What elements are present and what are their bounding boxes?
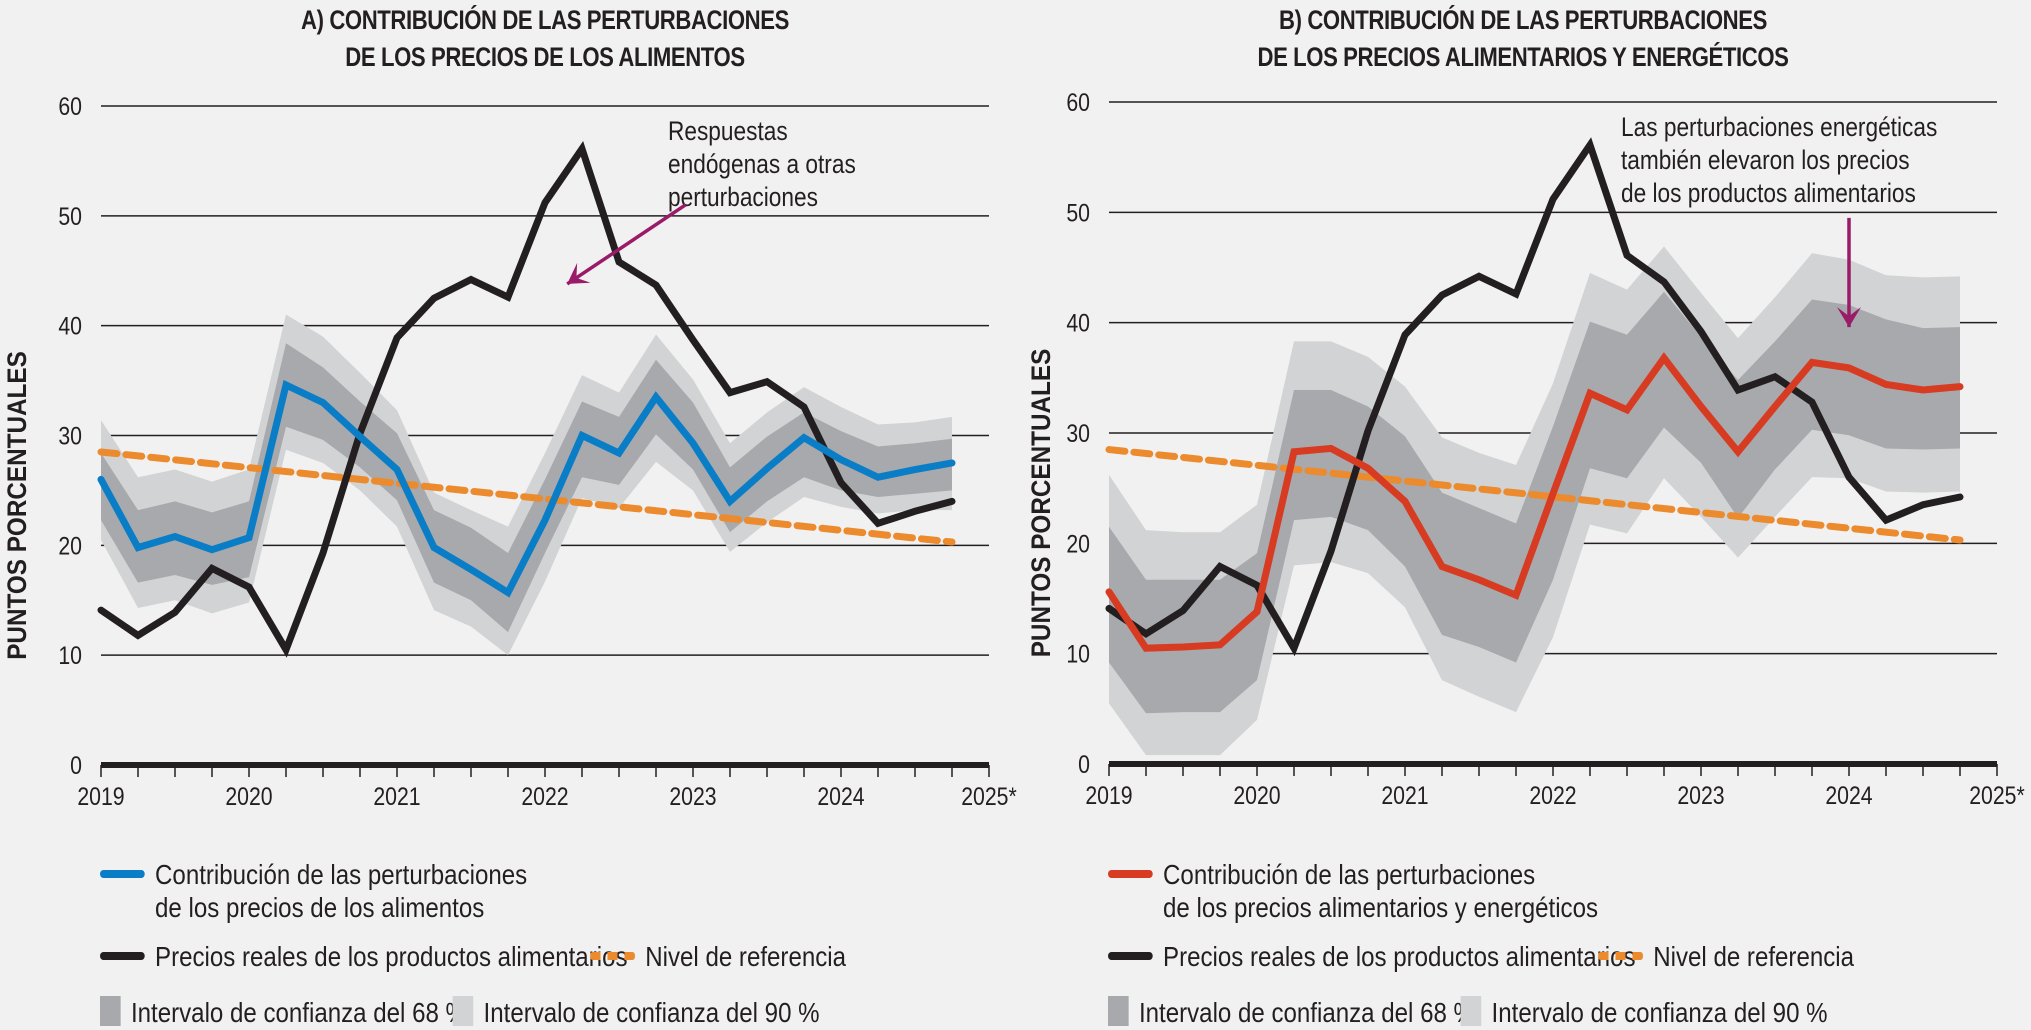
dashed-line-swatch-icon: [590, 951, 635, 960]
y-tick-label: 30: [58, 422, 82, 450]
y-tick-label: 0: [70, 751, 82, 779]
legend-label-line2: de los precios alimentarios y energético…: [1163, 892, 1599, 923]
ci68-band: [1109, 291, 1960, 714]
legend-item-reference: Nivel de referencia: [1598, 940, 1854, 973]
reference-level-line: [1105, 446, 1964, 544]
panel-b-title-line2: DE LOS PRECIOS ALIMENTARIOS Y ENERGÉTICO…: [1257, 42, 1789, 72]
red-line-swatch-icon: [1108, 869, 1153, 878]
legend-label: Precios reales de los productos alimenta…: [1163, 941, 1636, 972]
legend-label-line2: de los precios de los alimentos: [155, 892, 485, 923]
annotation-text: de los productos alimentarios: [1621, 178, 1916, 208]
legend-item-food-contribution: Contribución de las perturbaciones de lo…: [100, 858, 527, 924]
legend-label: Precios reales de los productos alimenta…: [155, 941, 628, 972]
y-tick-label: 40: [58, 312, 82, 340]
y-tick-label: 0: [1078, 750, 1090, 778]
x-tick-label: 2021: [373, 782, 420, 810]
panel-a-plot: 0 10 20 30 40 50 60 2019 2020 2021 2022 2023 2024 202…: [3, 92, 1017, 810]
y-tick-label: 20: [58, 532, 82, 560]
real-food-prices-line: [97, 141, 956, 658]
x-tick-label: 2024: [817, 782, 864, 810]
legend-item-food-energy-contribution: Contribución de las perturbaciones de lo…: [1108, 858, 1598, 924]
y-tick-label: 60: [1066, 88, 1090, 116]
dashed-line-swatch-icon: [1598, 951, 1643, 960]
annotation-text: endógenas a otras: [668, 149, 856, 179]
legend-label: Nivel de referencia: [1653, 941, 1855, 972]
y-tick-label: 10: [1066, 640, 1090, 668]
y-tick-label: 30: [1066, 419, 1090, 447]
x-tick-label: 2020: [225, 782, 272, 810]
x-tick-label: 2024: [1825, 781, 1872, 809]
x-tick-label: 2019: [77, 782, 124, 810]
legend-label: Contribución de las perturbaciones: [155, 859, 528, 890]
annotation-arrow: [566, 203, 687, 286]
x-tick-label: 2023: [1677, 781, 1724, 809]
light-gray-box-swatch-icon: [1460, 995, 1482, 1026]
legend-label: Intervalo de confianza del 68 %: [1138, 997, 1475, 1028]
panel-a-title-line2: DE LOS PRECIOS DE LOS ALIMENTOS: [345, 42, 745, 72]
y-tick-label: 20: [1066, 530, 1090, 558]
arrowhead-icon: [567, 262, 591, 284]
x-tick-label: 2025*: [961, 782, 1017, 810]
y-tick-label: 10: [58, 642, 82, 670]
light-gray-box-swatch-icon: [452, 995, 474, 1026]
legend-label: Nivel de referencia: [645, 941, 847, 972]
ci68-band: [101, 343, 952, 633]
y-tick-label: 40: [1066, 309, 1090, 337]
legend-item-ci68: Intervalo de confianza del 68 %: [1108, 995, 1475, 1030]
food-energy-contribution-line: [1105, 352, 1964, 652]
reference-level-line: [97, 448, 956, 546]
panel-b-title: B) CONTRIBUCIÓN DE LAS PERTURBACIONES DE…: [1106, 2, 1939, 76]
food-contribution-line: [97, 379, 956, 598]
y-tick-label: 60: [58, 92, 82, 120]
legend-label: Contribución de las perturbaciones: [1163, 859, 1536, 890]
x-tick-label: 2023: [669, 782, 716, 810]
annotation-text: Las perturbaciones energéticas: [1621, 112, 1937, 142]
annotation-text: Respuestas: [668, 116, 788, 146]
x-tick-label: 2022: [521, 782, 568, 810]
legend-item-ci90: Intervalo de confianza del 90 %: [452, 995, 820, 1030]
legend-item-ci90: Intervalo de confianza del 90 %: [1460, 995, 1828, 1030]
legend-label: Intervalo de confianza del 90 %: [483, 997, 820, 1028]
x-tick-label: 2019: [1085, 781, 1132, 809]
panel-b-title-line1: B) CONTRIBUCIÓN DE LAS PERTURBACIONES: [1279, 5, 1767, 35]
y-axis-title: PUNTOS PORCENTUALES: [1027, 349, 1056, 658]
panel-b-plot: 0 10 20 30 40 50 60 2019 2020 2021 2022 2023 2024 202…: [1027, 88, 2025, 809]
y-tick-label: 50: [1066, 199, 1090, 227]
x-tick-label: 2025*: [1969, 781, 2025, 809]
x-tick-label: 2020: [1233, 781, 1280, 809]
panel-a-title-line1: A) CONTRIBUCIÓN DE LAS PERTURBACIONES: [301, 5, 789, 35]
legend-item-ci68: Intervalo de confianza del 68 %: [100, 995, 467, 1030]
y-axis-title: PUNTOS PORCENTUALES: [3, 351, 32, 660]
legend-item-reference: Nivel de referencia: [590, 940, 846, 973]
dark-gray-box-swatch-icon: [1108, 995, 1129, 1026]
y-tick-label: 50: [58, 202, 82, 230]
annotation-text: también elevaron los precios: [1621, 145, 1910, 175]
x-tick-label: 2021: [1381, 781, 1428, 809]
ci90-band: [101, 314, 952, 656]
annotation-text: perturbaciones: [668, 182, 818, 212]
legend-label: Intervalo de confianza del 90 %: [1491, 997, 1828, 1028]
dark-gray-box-swatch-icon: [100, 995, 121, 1026]
arrowhead-icon: [1837, 307, 1861, 328]
black-line-swatch-icon: [100, 951, 145, 960]
legend-label: Intervalo de confianza del 68 %: [130, 997, 467, 1028]
blue-line-swatch-icon: [100, 869, 145, 878]
legend-item-real-prices: Precios reales de los productos alimenta…: [1108, 940, 1636, 973]
x-tick-label: 2022: [1529, 781, 1576, 809]
black-line-swatch-icon: [1108, 951, 1153, 960]
panel-a-title: A) CONTRIBUCIÓN DE LAS PERTURBACIONES DE…: [98, 2, 992, 76]
legend-item-real-prices: Precios reales de los productos alimenta…: [100, 940, 628, 973]
real-food-prices-line: [1105, 137, 1964, 657]
